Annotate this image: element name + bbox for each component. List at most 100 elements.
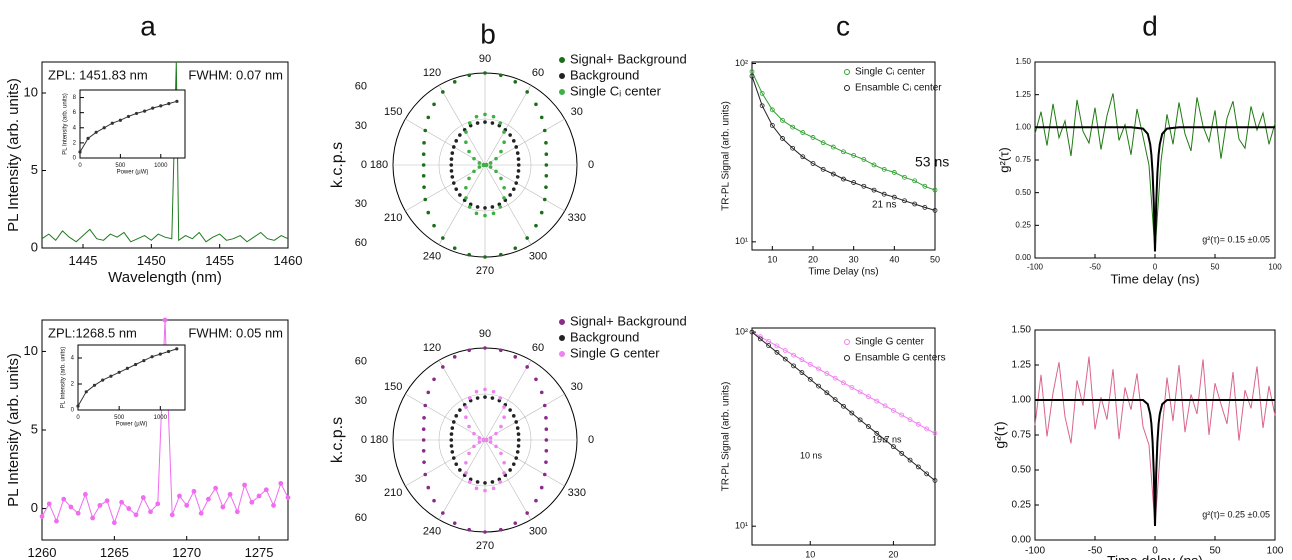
data-point <box>799 370 805 375</box>
data-point <box>422 416 426 420</box>
data-point <box>841 380 846 386</box>
data-point <box>191 488 197 494</box>
data-point <box>498 480 503 484</box>
data-point <box>54 518 59 524</box>
data-point <box>477 165 482 169</box>
data-point <box>104 498 110 504</box>
y-tick-label: 0.25 <box>1012 500 1032 511</box>
data-point <box>464 196 468 200</box>
data-point <box>490 121 495 125</box>
y-tick-label: 4 <box>73 125 77 131</box>
data-point <box>820 140 826 146</box>
data-point <box>483 71 487 75</box>
angle-tick-label: 120 <box>423 342 441 354</box>
data-point <box>158 352 162 356</box>
annotation: ZPL:1268.5 nm <box>48 325 137 340</box>
data-point <box>511 187 516 191</box>
data-point <box>101 378 105 382</box>
legend-marker <box>559 73 565 79</box>
y-tick-label: 10² <box>735 58 748 68</box>
data-point <box>426 485 431 490</box>
data-point <box>421 163 426 167</box>
data-point <box>494 169 498 174</box>
data-point <box>502 130 506 134</box>
data-point <box>278 481 284 486</box>
data-point <box>932 187 938 193</box>
data-point <box>924 471 930 477</box>
data-point <box>184 503 190 508</box>
legend-marker <box>844 69 850 75</box>
data-point <box>502 405 506 409</box>
x-tick-label: 1270 <box>172 545 201 560</box>
data-point <box>432 377 436 382</box>
data-point <box>133 512 139 518</box>
data-point <box>841 403 846 409</box>
annotation: 19.7 ns <box>872 434 902 444</box>
data-point <box>467 424 471 429</box>
data-point <box>464 460 468 465</box>
angle-tick-label: 210 <box>384 212 402 224</box>
data-point <box>234 509 240 515</box>
data-point <box>454 462 459 466</box>
y-axis-label: PL Intensity (arb. units) <box>5 353 22 507</box>
data-point <box>423 472 428 477</box>
data-point <box>423 197 428 202</box>
data-point <box>513 355 518 359</box>
angle-grid <box>484 118 565 166</box>
data-point <box>841 149 846 155</box>
data-point <box>891 444 896 450</box>
data-point <box>502 460 506 465</box>
data-point <box>426 390 431 395</box>
x-tick-label: 50 <box>1211 262 1220 271</box>
data-point <box>511 462 516 466</box>
x-tick-label: 1260 <box>28 545 57 560</box>
panel-letter: a <box>140 10 156 41</box>
data-point <box>915 421 921 427</box>
data-point <box>449 432 454 436</box>
r-tick-label: 30 <box>355 395 367 407</box>
data-point <box>271 503 276 508</box>
data-point <box>874 430 880 436</box>
series-line <box>751 331 936 434</box>
data-point <box>861 156 867 162</box>
data-point <box>494 156 498 161</box>
y-axis-label: PL Intensity (arb. units) <box>63 93 69 154</box>
data-point <box>915 464 921 470</box>
data-point <box>206 496 211 502</box>
data-point <box>432 223 436 228</box>
data-point <box>483 387 487 392</box>
data-point <box>882 403 888 409</box>
data-point <box>432 102 436 107</box>
data-point <box>159 104 163 108</box>
data-point <box>502 140 506 145</box>
angle-tick-label: 210 <box>384 487 402 499</box>
r-tick-label: 30 <box>355 120 367 132</box>
data-point <box>516 438 521 442</box>
data-point <box>467 73 471 78</box>
angle-tick-label: 30 <box>571 381 583 393</box>
data-point <box>791 363 796 369</box>
data-point <box>544 152 549 156</box>
data-point <box>483 481 487 485</box>
data-point <box>110 121 114 125</box>
x-tick-label: 0 <box>1152 546 1158 557</box>
data-point <box>464 471 468 475</box>
annotation: 21 ns <box>872 200 896 211</box>
data-point <box>488 161 493 165</box>
data-point <box>441 511 445 515</box>
x-tick-label: 1265 <box>100 545 129 560</box>
data-point <box>881 191 887 197</box>
data-point <box>515 426 520 430</box>
x-tick-label: 1460 <box>274 253 303 268</box>
x-tick-label: 50 <box>930 254 940 264</box>
data-point <box>874 398 880 404</box>
plot-frame <box>79 89 186 159</box>
data-point <box>498 121 503 125</box>
y-axis-label: g²(τ) <box>996 147 1011 172</box>
x-tick-label: 20 <box>888 549 898 559</box>
data-point <box>490 396 495 400</box>
angle-grid <box>405 393 486 441</box>
data-point <box>481 163 486 168</box>
data-point <box>155 501 161 507</box>
